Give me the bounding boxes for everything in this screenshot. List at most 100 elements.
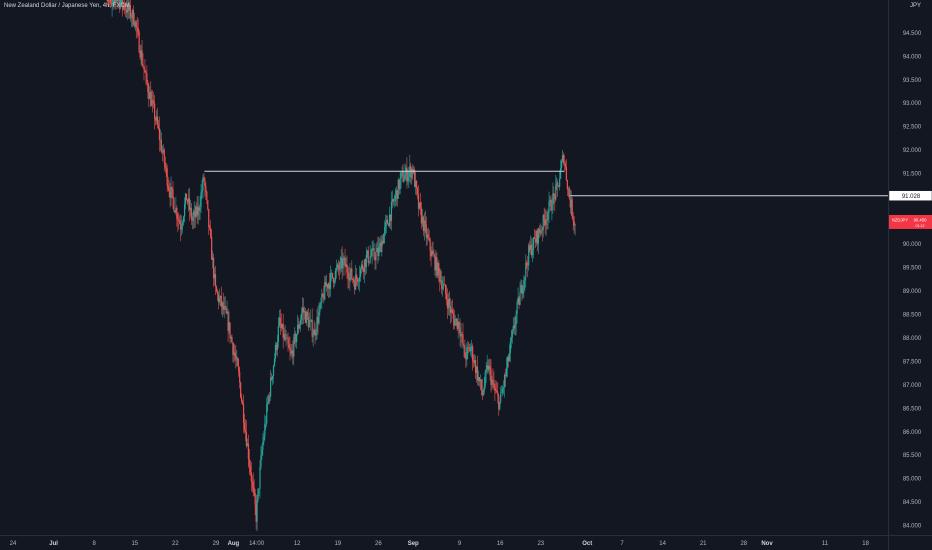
y-tick-label: 87.000 <box>903 383 922 389</box>
candle-body <box>550 200 552 211</box>
candle-body <box>177 218 179 221</box>
x-tick-label: 29 <box>213 541 220 547</box>
symbol-title[interactable]: New Zealand Dollar / Japanese Yen, 4h, F… <box>4 3 130 9</box>
candle-body <box>191 219 193 221</box>
candle-body <box>499 402 501 410</box>
candle-body <box>369 256 371 262</box>
candle-body <box>492 379 494 381</box>
candle-body <box>357 281 360 282</box>
candle-body <box>430 250 432 257</box>
candle-body <box>544 219 546 226</box>
x-tick-label: 22 <box>172 541 179 547</box>
candle-body <box>194 211 196 217</box>
y-tick-label: 92.000 <box>903 148 922 154</box>
candle-body <box>108 0 110 2</box>
candle-body <box>542 215 544 231</box>
candle-body <box>125 9 127 10</box>
candle-body <box>188 197 191 210</box>
candle-body <box>210 228 212 237</box>
candle-body <box>532 237 535 250</box>
candle-body <box>328 283 330 289</box>
candle-body <box>552 193 554 210</box>
candle-body <box>441 280 443 290</box>
candle-body <box>195 206 197 217</box>
candle-body <box>243 422 246 430</box>
candle-body <box>231 336 233 343</box>
candle-body <box>402 171 404 182</box>
candle-body <box>175 207 177 213</box>
candle-body <box>334 270 336 281</box>
candle-body <box>182 222 184 227</box>
annotation-lines <box>204 170 888 197</box>
candle-body <box>380 242 382 253</box>
candle-body <box>569 198 571 208</box>
candle-body <box>354 282 356 290</box>
candle-body <box>366 250 368 256</box>
candle-body <box>198 207 200 211</box>
candle-body <box>453 318 455 326</box>
candle-body <box>160 139 162 152</box>
candle-body <box>236 358 238 360</box>
candle-body <box>341 257 343 269</box>
candle-body <box>427 234 429 239</box>
candle-body <box>162 149 164 153</box>
candle-body <box>183 204 186 217</box>
candle-body <box>112 0 114 5</box>
candle-body <box>572 216 574 221</box>
candle-body <box>373 248 375 257</box>
candle-body <box>266 404 268 424</box>
candle-body <box>362 269 365 273</box>
candle-body <box>270 377 273 380</box>
candle-body <box>126 3 129 13</box>
x-tick-label: 15 <box>131 541 138 547</box>
candle-body <box>261 449 263 456</box>
candle-body <box>381 240 383 253</box>
candle-body <box>296 334 298 343</box>
candle-body <box>536 231 539 244</box>
candle-body <box>218 298 220 303</box>
candle-body <box>451 309 453 313</box>
candle-body <box>308 321 310 328</box>
candle-body <box>254 492 256 505</box>
candle-body <box>411 169 413 178</box>
candle-body <box>224 306 226 308</box>
candle-body <box>399 178 401 190</box>
candle-body <box>476 366 479 381</box>
candle-body <box>398 179 400 190</box>
candle-body <box>251 481 253 483</box>
candle-body <box>351 268 353 280</box>
x-tick-label: 7 <box>620 541 624 547</box>
candle-body <box>320 302 322 304</box>
y-axis[interactable]: 84.000 84.500 85.000 85.500 86.000 86.500 87.0… <box>888 0 922 550</box>
candle-body <box>290 350 292 354</box>
candle-body <box>143 66 145 70</box>
candle-body <box>431 250 433 257</box>
candle-body <box>325 282 327 287</box>
candle-body <box>156 116 159 125</box>
candle-body <box>144 69 146 73</box>
candle-body <box>497 392 499 396</box>
candle-body <box>130 17 133 19</box>
candle-body <box>315 332 317 336</box>
candle-body <box>129 5 132 18</box>
candle-body <box>135 21 137 28</box>
currency-label[interactable]: JPY <box>910 3 922 9</box>
candle-body <box>371 248 373 256</box>
candle-body <box>495 390 497 392</box>
candle-body <box>180 223 182 230</box>
candle-body <box>350 268 352 273</box>
candle-body <box>465 358 467 360</box>
level-price-box <box>888 190 932 201</box>
candle-body <box>555 184 557 200</box>
candle-body <box>404 174 406 180</box>
candle-body <box>287 338 289 345</box>
candle-body <box>140 50 142 58</box>
candle-body <box>311 319 313 337</box>
candle-body <box>450 309 452 313</box>
x-axis[interactable]: 24 Jul 8 15 22 29 Aug 14:00 12 19 26 Sep 9 16 23 Oct 7 14… <box>0 535 932 548</box>
candle-body <box>553 193 555 195</box>
candle-body <box>449 306 452 313</box>
candle-body <box>238 365 240 372</box>
